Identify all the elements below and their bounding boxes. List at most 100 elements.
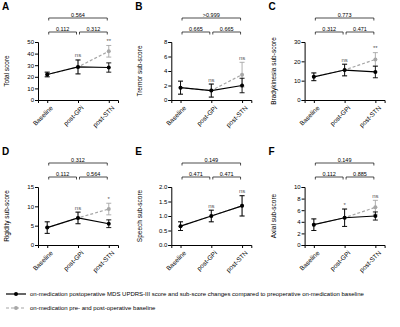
legend-marker xyxy=(14,292,18,296)
error-bar xyxy=(209,84,214,97)
y-axis: 051015 xyxy=(27,184,38,248)
comparison-label: 0.471 xyxy=(220,171,234,177)
error-bar xyxy=(106,63,111,72)
y-tick-label: 30 xyxy=(294,39,301,45)
y-tick-label: 0.5 xyxy=(159,228,168,234)
error-bar-cap xyxy=(311,72,316,73)
error-bar xyxy=(76,212,81,224)
x-tick-label: post-GPi xyxy=(329,249,353,273)
y-tick-label: 1.5 xyxy=(159,199,168,205)
comparison-bracket xyxy=(49,18,108,21)
y-tick-label: 20 xyxy=(27,74,34,80)
error-bar-cap xyxy=(106,45,111,46)
y-tick-label: 2.0 xyxy=(159,184,168,190)
error-bar-cap xyxy=(209,221,214,222)
x-tick-mark xyxy=(375,100,376,103)
y-axis-line xyxy=(35,188,39,246)
error-bar xyxy=(76,60,81,74)
panel-title: F xyxy=(269,146,275,157)
error-bar-cap xyxy=(342,209,347,210)
y-tick-mark xyxy=(168,187,171,188)
plot-area xyxy=(178,62,245,97)
error-bar-cap xyxy=(76,212,81,213)
y-tick: 30 xyxy=(27,63,38,69)
y-tick-mark xyxy=(168,202,171,203)
error-bar-cap xyxy=(178,221,183,222)
error-bar-cap xyxy=(76,212,81,213)
y-tick-label: 40 xyxy=(27,51,34,57)
y-tick-mark xyxy=(168,245,171,246)
error-bar xyxy=(311,73,316,81)
error-bar xyxy=(106,203,111,215)
comparison-label: 0.885 xyxy=(353,171,367,177)
y-tick: 2.0 xyxy=(159,184,171,190)
x-tick-mark xyxy=(78,100,79,103)
series-marker xyxy=(373,214,377,218)
series-line xyxy=(47,51,109,74)
y-tick-mark xyxy=(35,77,38,78)
series-marker xyxy=(45,72,49,76)
x-tick: post-GPi xyxy=(62,100,86,128)
error-bar-cap xyxy=(178,81,183,82)
y-tick-mark xyxy=(302,233,305,234)
series-marker xyxy=(209,89,213,93)
x-tick-label: post-STN xyxy=(358,249,383,274)
error-bar-cap xyxy=(373,220,378,221)
y-tick: 5 xyxy=(31,223,38,229)
comparison-bracket xyxy=(182,32,210,35)
panel-title: D xyxy=(2,146,9,157)
x-axis: Baselinepost-GPipost-STN xyxy=(165,245,252,274)
y-tick: 10 xyxy=(294,184,305,190)
y-axis: 01020304050 xyxy=(27,39,38,103)
y-tick: 10 xyxy=(294,78,305,84)
y-tick: 20 xyxy=(27,74,38,80)
y-tick-mark xyxy=(168,231,171,232)
series-marker xyxy=(45,226,49,230)
error-bar xyxy=(342,64,347,76)
error-bar xyxy=(373,66,378,78)
plot-area xyxy=(311,53,378,81)
error-bar xyxy=(373,212,378,220)
comparison-bracket xyxy=(315,18,374,21)
x-tick: post-STN xyxy=(91,245,116,274)
error-bar-cap xyxy=(209,210,214,211)
error-bar xyxy=(209,210,214,222)
error-bar-cap xyxy=(76,73,81,74)
y-tick: 50 xyxy=(27,39,38,45)
y-tick: 20 xyxy=(294,59,305,65)
error-bar xyxy=(240,196,245,216)
y-tick-label: 8 xyxy=(297,196,301,202)
x-tick: post-GPi xyxy=(329,245,353,273)
comparison-label: 0.665 xyxy=(189,26,203,32)
y-tick: 0.0 xyxy=(159,242,171,248)
x-tick-mark xyxy=(314,245,315,248)
error-bar xyxy=(106,220,111,228)
x-tick-label: post-STN xyxy=(91,104,116,129)
y-axis-line xyxy=(168,188,172,246)
error-bar-cap xyxy=(106,203,111,204)
error-bar-cap xyxy=(373,200,378,201)
comparison-bracket xyxy=(49,163,108,166)
x-tick-mark xyxy=(345,100,346,103)
series-marker xyxy=(240,84,244,88)
x-axis-line xyxy=(305,246,385,249)
y-tick-label: 20 xyxy=(294,59,301,65)
error-bar-cap xyxy=(240,216,245,217)
comparison-bracket xyxy=(182,163,241,166)
comparison-label: 0.773 xyxy=(338,12,352,18)
x-axis: Baselinepost-GPipost-STN xyxy=(298,245,385,274)
error-bar xyxy=(178,81,183,94)
comparison-label: 0.112 xyxy=(323,171,336,177)
x-tick-label: post-GPi xyxy=(62,104,86,128)
legend-marker xyxy=(14,306,18,310)
y-axis-title: Axial sub-score xyxy=(270,193,277,238)
series-marker xyxy=(107,222,111,226)
x-tick-mark xyxy=(109,245,110,248)
x-tick-label: Baseline xyxy=(298,104,321,127)
error-bar-cap xyxy=(311,218,316,219)
y-axis-title: Tremor sub-score xyxy=(136,45,143,96)
y-tick-label: 10 xyxy=(27,204,34,210)
y-tick: 40 xyxy=(27,51,38,57)
y-tick-mark xyxy=(302,61,305,62)
series-marker xyxy=(312,75,316,79)
